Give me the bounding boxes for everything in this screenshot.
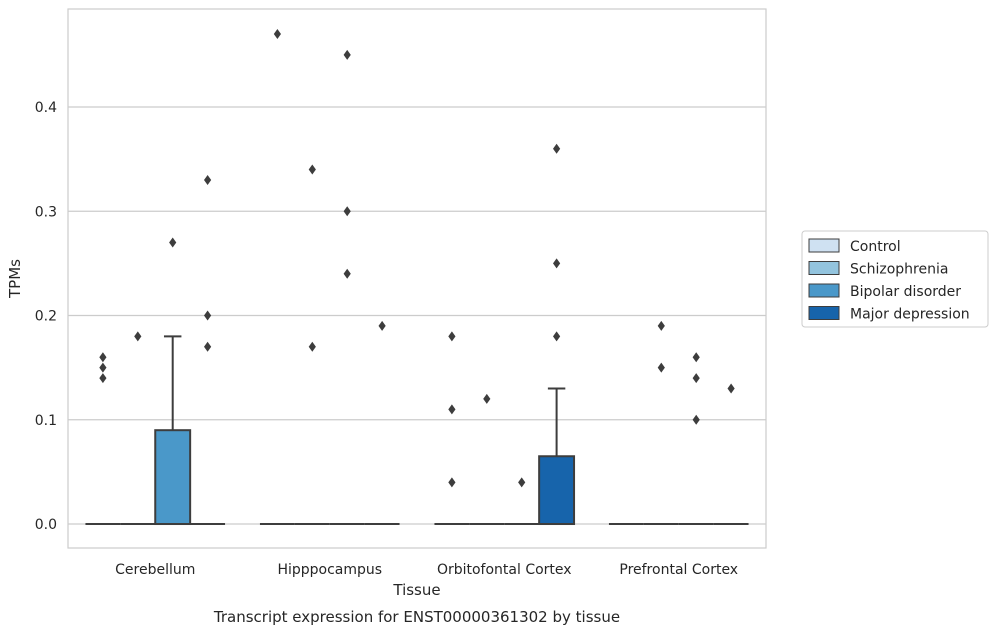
outlier-point [553, 331, 561, 342]
y-tick-label: 0.4 [35, 100, 57, 116]
box-body [538, 455, 576, 526]
outlier-point [727, 383, 735, 394]
outlier-point [448, 477, 456, 488]
outlier-point [657, 362, 665, 373]
outlier-point [204, 341, 212, 352]
box-layer [85, 335, 749, 526]
outlier-point [308, 341, 316, 352]
outlier-point [692, 414, 700, 425]
outlier-point [518, 477, 526, 488]
x-tick-labels: Cerebellum Hipppocampus Orbitofontal Corte… [115, 562, 738, 578]
outlier-point [99, 352, 107, 363]
legend-swatch [808, 283, 840, 298]
legend: Control Schizophrenia Bipolar disorder Majo… [801, 230, 989, 328]
outlier-point [692, 352, 700, 363]
outlier-point [483, 393, 491, 404]
x-tick-label: Cerebellum [115, 562, 195, 578]
legend-swatch [808, 238, 840, 253]
box-cerebellum-bipolar-disorder [154, 335, 192, 526]
x-axis-label: Tissue [392, 581, 440, 599]
outlier-point [343, 49, 351, 60]
outlier-point [134, 331, 142, 342]
outlier-point [448, 331, 456, 342]
outlier-point [99, 362, 107, 373]
y-tick-label: 0.3 [35, 204, 57, 220]
chart-caption: Transcript expression for ENST0000036130… [213, 608, 620, 626]
box-orbitofontal-cortex-major-depression [538, 387, 576, 526]
outlier-point [378, 320, 386, 331]
legend-label: Schizophrenia [850, 262, 948, 278]
legend-frame [801, 230, 989, 328]
y-axis-label: TPMs [6, 259, 24, 299]
outlier-point [692, 373, 700, 384]
outlier-point [204, 174, 212, 185]
y-tick-labels: 0.0 0.1 0.2 0.3 0.4 [35, 100, 57, 533]
outlier-point [448, 404, 456, 415]
plot-frame [67, 8, 767, 549]
outlier-point [169, 237, 177, 248]
legend-swatch [808, 261, 840, 275]
outlier-point [204, 310, 212, 321]
outlier-point [553, 258, 561, 269]
outlier-point [657, 320, 665, 331]
x-tick-label: Orbitofontal Cortex [437, 562, 572, 578]
y-tick-label: 0.1 [35, 413, 57, 429]
y-tick-label: 0.0 [35, 517, 57, 533]
outlier-layer [99, 29, 735, 488]
x-tick-label: Hipppocampus [277, 562, 382, 578]
y-tick-label: 0.2 [35, 309, 57, 325]
outlier-point [343, 206, 351, 217]
legend-label: Bipolar disorder [850, 284, 961, 300]
legend-swatch [808, 306, 840, 320]
outlier-point [343, 268, 351, 279]
box-body [154, 429, 192, 526]
outlier-point [273, 29, 281, 40]
legend-label: Control [850, 239, 901, 255]
outlier-point [308, 164, 316, 175]
legend-label: Major depression [850, 307, 970, 323]
x-tick-label: Prefrontal Cortex [619, 562, 738, 578]
outlier-point [99, 373, 107, 384]
outlier-point [553, 143, 561, 154]
